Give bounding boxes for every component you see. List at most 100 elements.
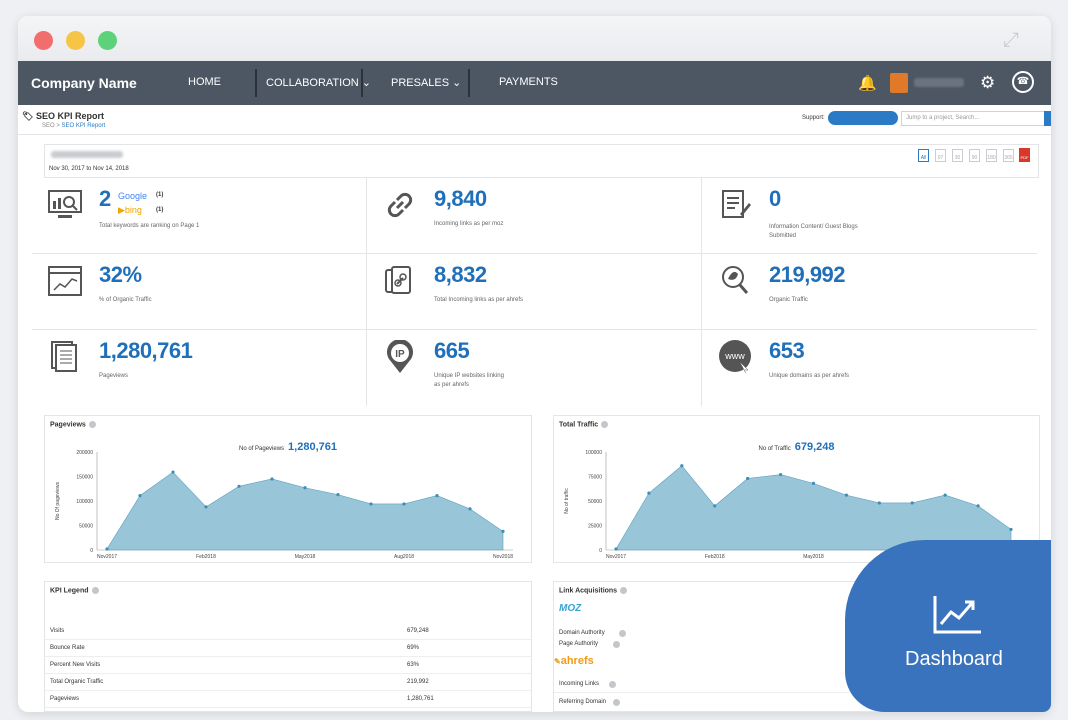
- data-point[interactable]: [171, 470, 175, 474]
- pdf-icon[interactable]: PDF: [1019, 148, 1030, 162]
- gear-icon[interactable]: ⚙: [980, 73, 996, 92]
- help-icon[interactable]: [613, 699, 620, 706]
- metric-summary: No of Traffic 679,248: [554, 441, 1039, 453]
- legend-row: Visits 679,248: [45, 623, 531, 640]
- y-tick-label: 0: [599, 548, 602, 554]
- metric-value: 679,248: [794, 441, 835, 453]
- y-tick-label: 100000: [76, 499, 93, 505]
- nav-presales[interactable]: PRESALES ⌄: [391, 76, 461, 89]
- brand-name[interactable]: Company Name: [31, 75, 137, 91]
- support-headset-icon[interactable]: ☎: [1012, 71, 1034, 93]
- browser-window: ⤢ Company Name HOME COLLABORATION ⌄ PRES…: [18, 16, 1051, 712]
- legend-value: 219,992: [407, 679, 429, 685]
- data-point[interactable]: [943, 493, 947, 497]
- calendar-180-icon[interactable]: 180: [986, 149, 997, 162]
- support-phone-button[interactable]: [828, 111, 898, 125]
- data-point[interactable]: [713, 504, 717, 508]
- tag-icon: 🏷: [22, 111, 34, 121]
- data-point[interactable]: [303, 486, 307, 490]
- help-icon[interactable]: [601, 421, 609, 428]
- y-tick-label: 25000: [588, 524, 602, 530]
- nav-home[interactable]: HOME: [188, 76, 221, 88]
- data-point[interactable]: [746, 476, 750, 481]
- top-navbar: Company Name HOME COLLABORATION ⌄ PRESAL…: [18, 61, 1051, 105]
- search-input[interactable]: Jump to a project, Search...: [901, 111, 1046, 126]
- bell-icon[interactable]: 🔔: [858, 75, 877, 92]
- breadcrumb-seo[interactable]: SEO: [42, 123, 55, 129]
- calendar-365-icon[interactable]: 365: [1003, 149, 1014, 162]
- help-icon[interactable]: [91, 587, 99, 594]
- svg-text:IP: IP: [395, 349, 405, 360]
- dashboard-ribbon[interactable]: Dashboard: [845, 540, 1051, 712]
- user-name[interactable]: [914, 78, 964, 87]
- data-point[interactable]: [336, 493, 340, 497]
- data-point[interactable]: [369, 502, 373, 506]
- x-tick-label: May2018: [803, 554, 824, 560]
- data-point[interactable]: [910, 501, 914, 505]
- expand-icon[interactable]: ⤢: [1003, 29, 1019, 51]
- ahrefs-label: ahrefs: [560, 655, 594, 667]
- data-point[interactable]: [105, 547, 109, 551]
- file-link-icon: [385, 266, 411, 294]
- help-icon[interactable]: [613, 641, 620, 648]
- help-icon[interactable]: [88, 421, 96, 428]
- nav-collaboration[interactable]: COLLABORATION ⌄: [266, 76, 371, 89]
- calendar-all-icon[interactable]: All: [918, 149, 929, 162]
- y-tick-label: 100000: [585, 450, 602, 456]
- www-icon: www: [719, 340, 751, 374]
- search-button[interactable]: [1044, 111, 1051, 126]
- data-point[interactable]: [647, 491, 651, 495]
- moz-logo: MOZ: [559, 603, 582, 614]
- data-point[interactable]: [501, 529, 505, 533]
- data-point[interactable]: [614, 547, 618, 551]
- data-point[interactable]: [844, 493, 849, 497]
- data-point[interactable]: [468, 507, 472, 511]
- legend-label: Percent New Visits: [50, 662, 101, 668]
- data-point[interactable]: [138, 494, 142, 498]
- calendar-90-icon[interactable]: 90: [969, 149, 980, 162]
- data-point[interactable]: [877, 501, 881, 505]
- maximize-window-button[interactable]: [98, 31, 117, 50]
- data-point[interactable]: [1009, 527, 1013, 532]
- link-icon: [387, 192, 413, 218]
- kpi-value: 32%: [99, 262, 142, 287]
- help-icon[interactable]: [620, 587, 628, 594]
- data-point[interactable]: [680, 464, 684, 468]
- y-axis-label: No Of pageviews: [55, 481, 61, 520]
- data-point[interactable]: [976, 504, 980, 508]
- calendar-30-icon[interactable]: 30: [952, 149, 963, 162]
- minimize-window-button[interactable]: [66, 31, 85, 50]
- x-tick-label: Aug2018: [394, 554, 414, 560]
- kpi-label: Incoming links as per moz: [434, 221, 504, 227]
- website-name: [51, 151, 123, 158]
- data-point[interactable]: [204, 505, 208, 509]
- monitor-search-icon: [48, 190, 82, 218]
- page-title: 🏷 SEO KPI Report: [22, 111, 104, 122]
- data-point[interactable]: [402, 502, 406, 506]
- x-tick-label: Feb2018: [705, 554, 725, 560]
- avatar[interactable]: [890, 73, 908, 93]
- kpi-value: 653: [769, 338, 805, 363]
- calendar-7-icon[interactable]: 07: [935, 149, 946, 162]
- kpi-label: Information Content/ Guest Blogs Submitt…: [769, 224, 858, 239]
- data-point[interactable]: [237, 484, 241, 488]
- panel-title: KPI Legend: [50, 587, 99, 594]
- data-point[interactable]: [811, 481, 816, 485]
- dashboard-label: Dashboard: [905, 648, 1003, 670]
- help-icon[interactable]: [619, 630, 626, 637]
- nav-payments[interactable]: PAYMENTS: [499, 76, 558, 88]
- pageviews-chart: 0 50000 100000 150000 200000 No Of pageviews N…: [55, 450, 513, 560]
- organic-search-icon: [722, 266, 749, 294]
- kpi-unique-ip: IP 665 Unique IP websites linking as per…: [367, 330, 702, 406]
- kpi-label: Pageviews: [99, 373, 129, 379]
- data-point[interactable]: [778, 472, 783, 477]
- help-icon[interactable]: [609, 681, 616, 688]
- kpi-value: 1,280,761: [99, 338, 193, 363]
- close-window-button[interactable]: [34, 31, 53, 50]
- window-titlebar: ⤢: [18, 16, 1051, 61]
- data-point[interactable]: [435, 494, 439, 498]
- panel-title: Pageviews: [50, 421, 96, 428]
- kpi-organic-traffic: 219,992 Organic Traffic: [702, 254, 1037, 330]
- breadcrumb-current[interactable]: SEO KPI Report: [61, 123, 106, 129]
- data-point[interactable]: [270, 477, 274, 481]
